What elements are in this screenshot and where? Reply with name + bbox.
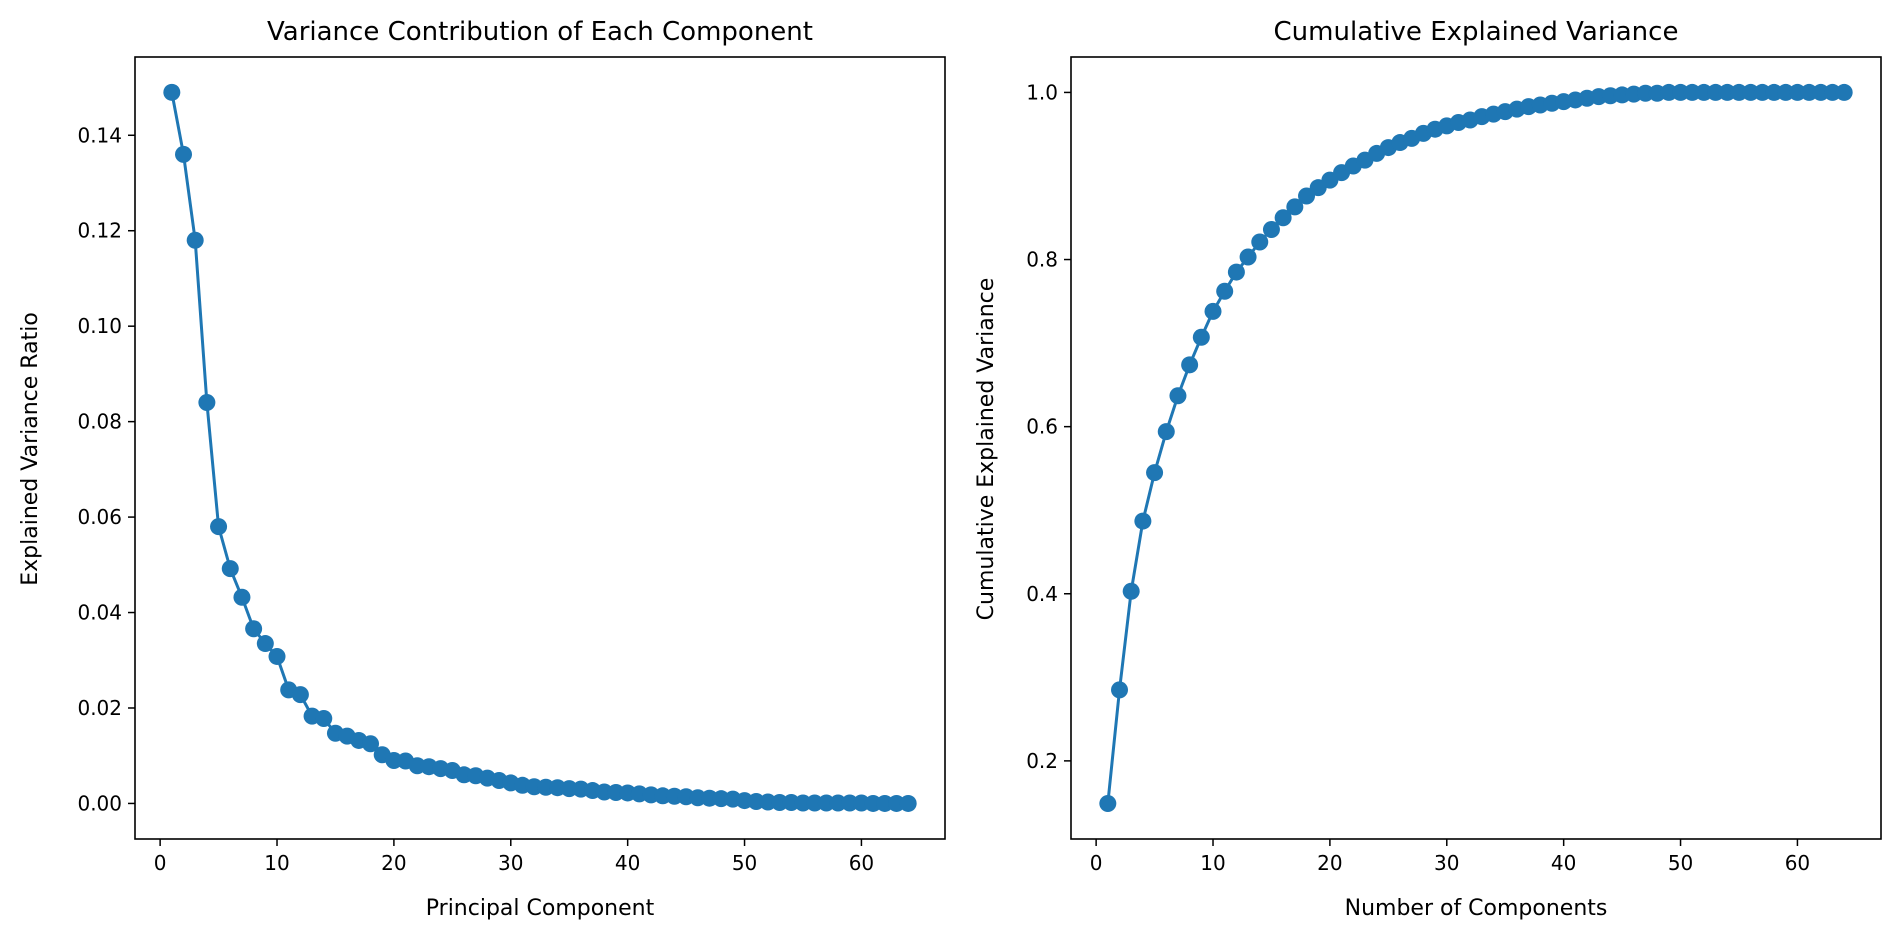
x-tick-label: 10 (1200, 851, 1225, 875)
x-tick-label: 30 (498, 851, 523, 875)
chart-title: Variance Contribution of Each Component (267, 17, 813, 47)
data-point (245, 620, 263, 638)
data-point (1823, 83, 1841, 101)
x-tick-label: 60 (849, 851, 874, 875)
data-point (817, 794, 835, 812)
y-axis-label: Explained Variance Ratio (18, 312, 43, 586)
x-tick-label: 0 (1090, 851, 1103, 875)
data-point (221, 560, 239, 578)
data-point (198, 394, 216, 412)
y-tick-label: 0.14 (77, 123, 122, 147)
data-point (1777, 83, 1795, 101)
data-point (876, 794, 894, 812)
data-point (1835, 83, 1853, 101)
data-point (1134, 512, 1152, 530)
data-point (1765, 83, 1783, 101)
x-tick-label: 20 (1317, 851, 1342, 875)
y-tick-label: 0.08 (77, 410, 122, 434)
plot-marks: 0 10 20 30 40 50 60 0.00 0.02 0.04 0.06 0.08 0.10 0.1… (77, 83, 917, 875)
data-point (1742, 83, 1760, 101)
data-point (841, 794, 859, 812)
data-point (1286, 198, 1304, 216)
data-point (1753, 83, 1771, 101)
data-point (887, 794, 905, 812)
data-point (1636, 84, 1654, 102)
y-tick-label: 0.04 (77, 601, 122, 625)
y-tick-label: 0.12 (77, 219, 122, 243)
x-axis-label: Principal Component (426, 896, 655, 921)
axes-frame (134, 56, 946, 840)
x-tick-label: 40 (1551, 851, 1576, 875)
data-point (1146, 464, 1164, 482)
data-point (210, 518, 228, 536)
data-point (256, 635, 274, 653)
axes-frame (1070, 56, 1882, 840)
y-tick-label: 0.4 (1026, 582, 1058, 606)
data-point (1204, 302, 1222, 320)
chart-title: Cumulative Explained Variance (1274, 17, 1679, 47)
data-point (1707, 83, 1725, 101)
x-tick-label: 50 (732, 851, 757, 875)
y-tick-label: 0.10 (77, 314, 122, 338)
variance-contribution-chart: Variance Contribution of Each Component … (18, 17, 946, 921)
y-axis-label: Cumulative Explained Variance (974, 278, 999, 621)
y-tick-label: 0.8 (1026, 248, 1058, 272)
data-point (291, 686, 309, 704)
data-point (794, 794, 812, 812)
y-tick-label: 1.0 (1026, 80, 1058, 104)
data-point (1192, 328, 1210, 346)
data-point (1111, 681, 1129, 699)
data-point (1672, 83, 1690, 101)
data-point (163, 83, 181, 101)
y-tick-label: 0.06 (77, 505, 122, 529)
data-point (1181, 356, 1199, 374)
x-axis-label: Number of Components (1345, 896, 1608, 921)
x-tick-label: 10 (264, 851, 289, 875)
plot-marks: 0 10 20 30 40 50 60 0.2 0.4 0.6 0.8 1.0 (1026, 80, 1853, 875)
data-point (1274, 209, 1292, 227)
x-tick-label: 40 (615, 851, 640, 875)
data-point (1660, 83, 1678, 101)
data-point (315, 709, 333, 727)
data-point (1812, 83, 1830, 101)
x-tick-label: 20 (381, 851, 406, 875)
data-point (233, 588, 251, 606)
x-tick-label: 30 (1434, 851, 1459, 875)
data-point (268, 647, 286, 665)
y-tick-label: 0.2 (1026, 749, 1058, 773)
data-point (1227, 263, 1245, 281)
data-point (186, 231, 204, 249)
data-point (829, 794, 847, 812)
data-point (362, 735, 380, 753)
y-tick-label: 0.00 (77, 791, 122, 815)
data-point (771, 793, 789, 811)
y-tick-label: 0.6 (1026, 415, 1058, 439)
data-point (1216, 282, 1234, 300)
data-point (1169, 387, 1187, 405)
data-point (1157, 423, 1175, 441)
data-point (899, 794, 917, 812)
y-tick-label: 0.02 (77, 696, 122, 720)
x-tick-label: 50 (1668, 851, 1693, 875)
x-tick-label: 60 (1785, 851, 1810, 875)
data-point (1251, 233, 1269, 251)
data-point (806, 794, 824, 812)
data-point (1122, 582, 1140, 600)
data-point (1695, 83, 1713, 101)
data-point (1683, 83, 1701, 101)
data-point (1730, 83, 1748, 101)
data-point (1239, 248, 1257, 266)
data-point (864, 794, 882, 812)
cumulative-variance-chart: Cumulative Explained Variance Number of … (974, 17, 1882, 921)
data-point (1262, 220, 1280, 238)
x-tick-label: 0 (154, 851, 167, 875)
data-point (1800, 83, 1818, 101)
data-point (1099, 794, 1117, 812)
data-point (1718, 83, 1736, 101)
data-point (1788, 83, 1806, 101)
data-point (175, 145, 193, 163)
